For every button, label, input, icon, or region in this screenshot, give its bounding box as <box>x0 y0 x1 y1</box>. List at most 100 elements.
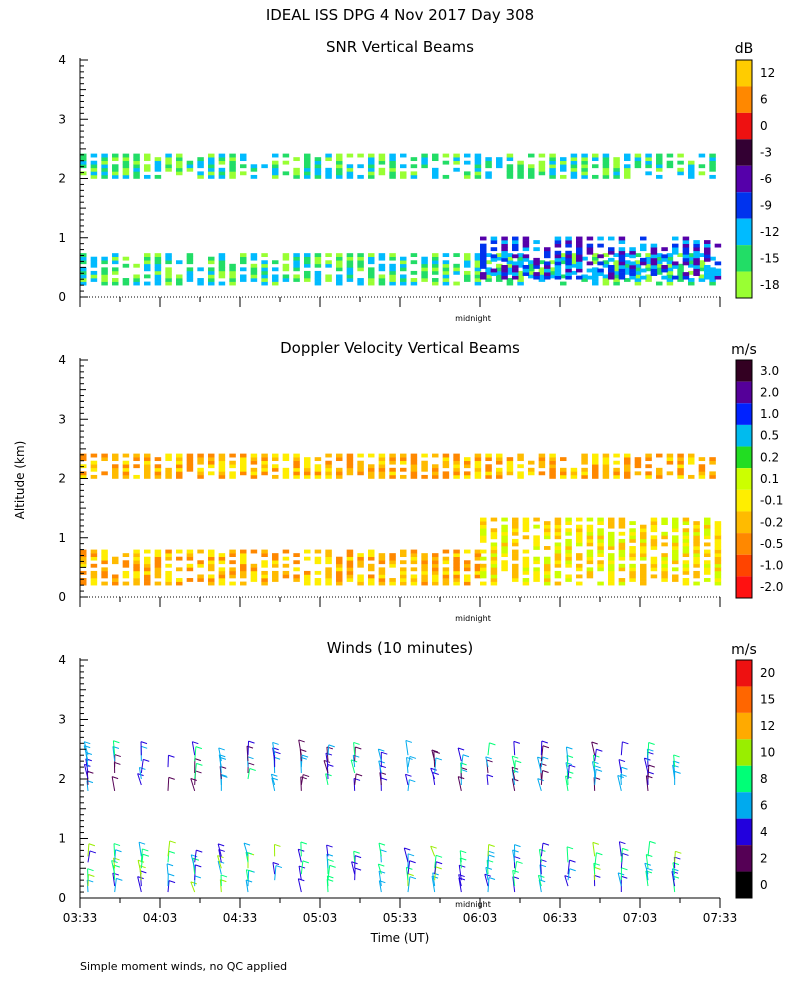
heatmap-cell <box>480 250 487 255</box>
heatmap-cell <box>640 236 647 241</box>
heatmap-cell <box>154 263 162 268</box>
heatmap-cell <box>272 453 279 458</box>
heatmap-cell <box>112 270 119 275</box>
heatmap-cell <box>501 236 508 241</box>
wind-barb <box>377 863 382 875</box>
heatmap-cell <box>453 263 460 268</box>
wind-barb-flag <box>542 756 549 760</box>
heatmap-cell <box>389 153 396 158</box>
heatmap-cell <box>122 157 130 162</box>
heatmap-cell <box>645 457 652 462</box>
heatmap-cell <box>250 460 258 465</box>
heatmap-cell <box>325 467 332 472</box>
wind-barb <box>326 844 329 857</box>
heatmap-cell <box>480 265 487 269</box>
heatmap-cell <box>693 247 700 252</box>
heatmap-cell <box>112 164 119 169</box>
wind-barb <box>217 861 222 875</box>
heatmap-cell <box>378 560 386 565</box>
wind-barb-flag <box>622 741 629 745</box>
heatmap-cell <box>186 556 194 561</box>
heatmap-cell <box>154 267 162 272</box>
heatmap-cell <box>293 467 300 472</box>
heatmap-cell <box>613 167 620 172</box>
heatmap-cell <box>704 517 711 522</box>
colorbar-label: 12 <box>760 66 775 80</box>
heatmap-cell <box>368 267 375 272</box>
heatmap-cell <box>549 457 556 462</box>
heatmap-cell <box>293 474 300 479</box>
heatmap-cell <box>650 535 658 540</box>
colorbar-segment <box>736 765 752 793</box>
heatmap-cell <box>677 274 684 279</box>
heatmap-cell <box>592 453 599 458</box>
heatmap-cell <box>346 267 354 272</box>
heatmap-cell <box>554 243 562 248</box>
heatmap-cell <box>464 560 471 565</box>
heatmap-cell <box>101 549 108 554</box>
wind-barb <box>487 877 490 893</box>
heatmap-cell <box>501 524 508 529</box>
heatmap-cell <box>346 260 354 265</box>
heatmap-cell <box>304 253 311 258</box>
heatmap-cell <box>208 164 215 169</box>
heatmap-cell <box>592 457 599 462</box>
wind-barb <box>404 774 409 786</box>
heatmap-cell <box>688 256 695 261</box>
heatmap-cell <box>554 236 562 241</box>
wind-barb-flag <box>166 863 174 867</box>
heatmap-cell <box>165 157 172 162</box>
wind-barb-flag <box>594 866 601 870</box>
colorbar-segment <box>736 381 752 404</box>
heatmap-cell <box>634 278 642 282</box>
wind-barb-flag <box>138 841 146 845</box>
heatmap-cell <box>378 567 386 572</box>
heatmap-cell <box>698 278 706 282</box>
heatmap-cell <box>682 247 690 252</box>
wind-barb-flag <box>512 755 519 759</box>
heatmap-cell <box>208 281 215 286</box>
heatmap-cell <box>501 531 508 536</box>
heatmap-cell <box>554 570 562 575</box>
heatmap-cell <box>634 460 642 465</box>
heatmap-cell <box>378 464 386 469</box>
heatmap-cell <box>554 240 562 244</box>
heatmap-cell <box>544 247 551 252</box>
heatmap-cell <box>208 549 215 554</box>
heatmap-cell <box>293 457 300 462</box>
wind-barb <box>485 867 489 881</box>
heatmap-cell <box>512 272 519 276</box>
wind-barb <box>434 861 437 875</box>
heatmap-cell <box>586 250 594 255</box>
heatmap-cell <box>154 278 162 282</box>
heatmap-cell <box>656 157 663 162</box>
heatmap-cell <box>197 281 204 286</box>
heatmap-cell <box>693 257 700 262</box>
heatmap-cell <box>346 467 354 472</box>
heatmap-cell <box>714 581 722 586</box>
heatmap-cell <box>480 524 487 529</box>
heatmap-cell <box>133 160 140 165</box>
heatmap-cell <box>464 270 471 275</box>
heatmap-cell <box>608 517 615 522</box>
heatmap-cell <box>682 567 690 572</box>
heatmap-cell <box>80 157 87 162</box>
heatmap-cell <box>240 467 247 472</box>
heatmap-cell <box>208 553 215 558</box>
heatmap-cell <box>432 570 439 575</box>
heatmap-cell <box>581 274 588 279</box>
heatmap-cell <box>672 524 679 529</box>
heatmap-cell <box>672 261 679 266</box>
wind-barb-flag <box>381 751 388 755</box>
heatmap-cell <box>368 453 375 458</box>
heatmap-cell <box>368 260 375 265</box>
heatmap-cell <box>442 581 450 586</box>
wind-barb <box>434 757 437 774</box>
heatmap-cell <box>597 546 604 550</box>
heatmap-cell <box>378 581 386 586</box>
wind-barb <box>430 846 436 857</box>
heatmap-cell <box>608 265 615 269</box>
heatmap-cell <box>506 464 514 469</box>
heatmap-cell <box>261 281 268 286</box>
heatmap-cell <box>629 247 636 252</box>
